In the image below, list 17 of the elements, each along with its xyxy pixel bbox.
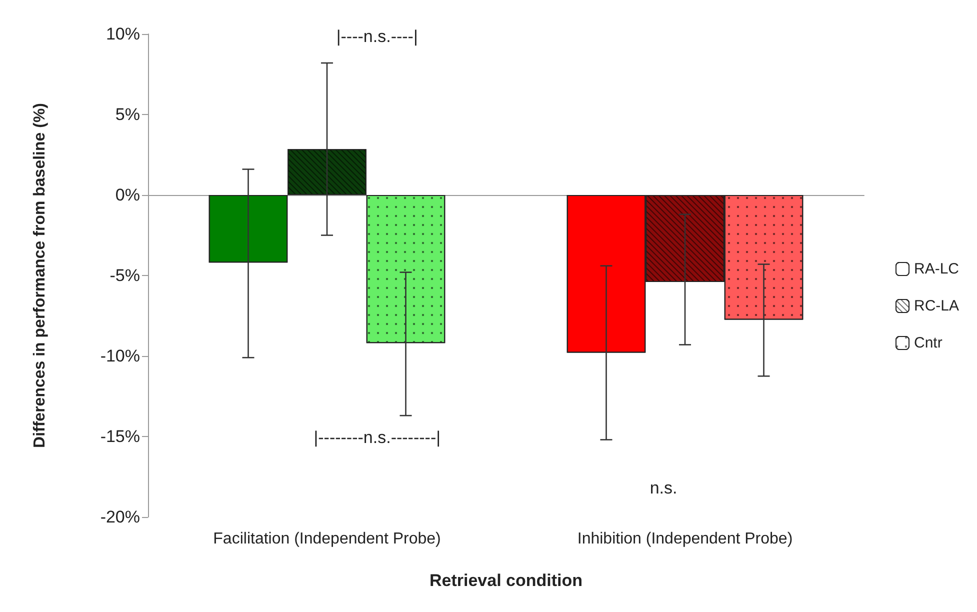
legend-label: RA-LC [914,260,960,278]
y-tick-label: -20% [100,508,140,526]
annotation: |--------n.s.--------| [314,428,441,447]
y-tick-label: -5% [110,266,140,285]
x-axis-title: Retrieval condition [429,571,583,590]
y-tick-label: 5% [115,105,140,124]
x-tick-label: Inhibition (Independent Probe) [577,530,793,548]
legend-label: Cntr [914,334,942,352]
y-tick-label: 10% [106,24,140,44]
y-tick-label: -15% [100,427,140,446]
y-tick-label: -10% [100,346,140,366]
annotation: n.s. [650,478,678,498]
annotation: |----n.s.----| [336,26,418,46]
y-axis-title: Differences in performance from baseline (%) [32,103,48,448]
legend-label: RC-LA [914,298,960,314]
x-tick-label: Facilitation (Independent Probe) [213,530,441,548]
y-tick-label: 0% [115,186,140,204]
